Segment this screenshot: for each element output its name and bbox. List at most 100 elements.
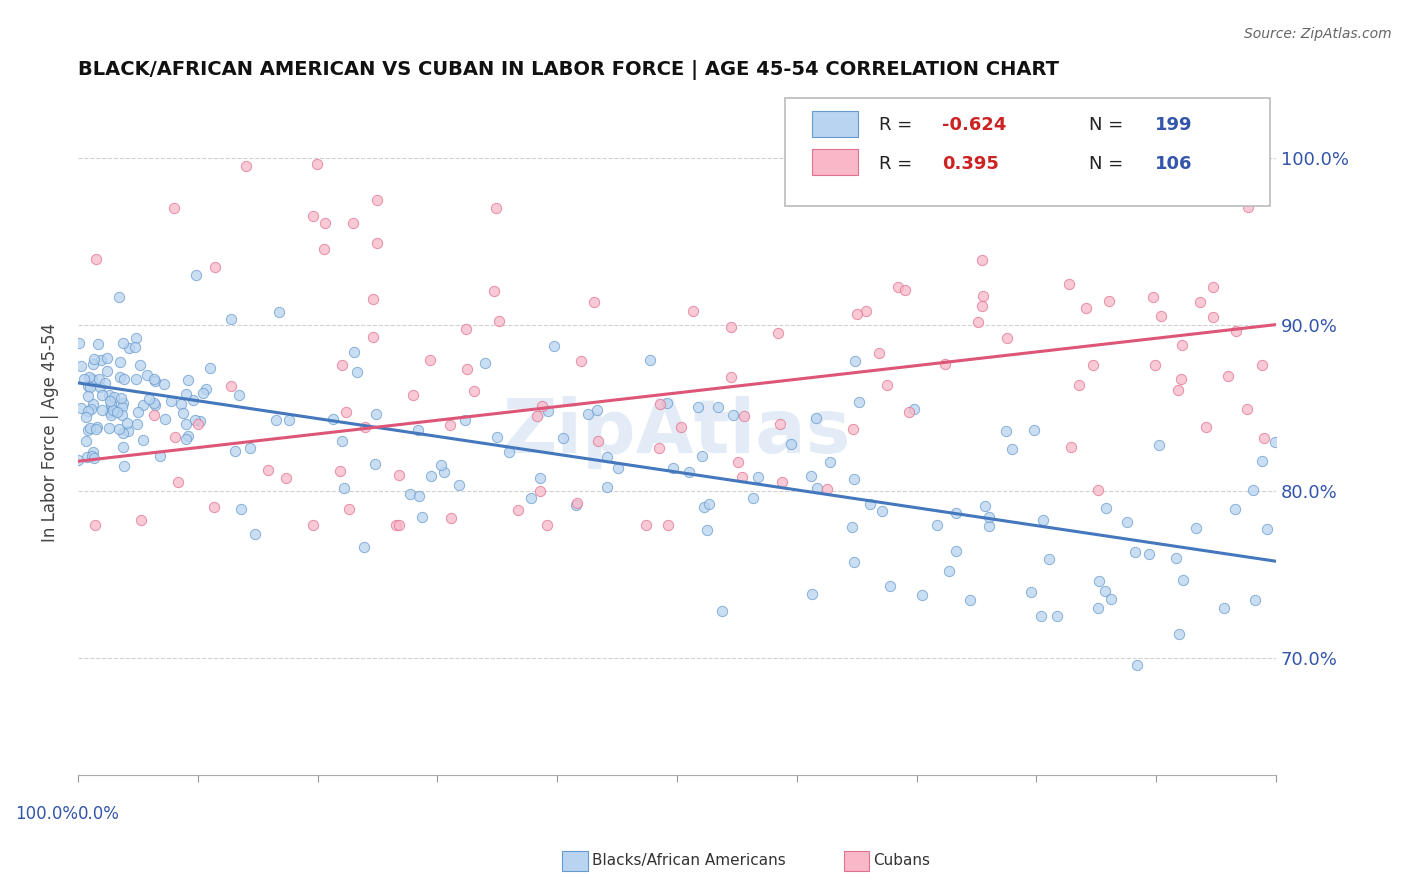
Point bbox=[75, 410, 97, 425]
Point bbox=[1201, 279, 1223, 293]
Point bbox=[697, 497, 720, 511]
Point bbox=[536, 517, 558, 532]
Point bbox=[449, 477, 471, 491]
Point bbox=[82, 445, 104, 459]
Point bbox=[945, 507, 967, 521]
Text: 106: 106 bbox=[1154, 154, 1192, 173]
Point bbox=[419, 469, 441, 483]
Point bbox=[69, 401, 91, 415]
Point bbox=[1125, 545, 1147, 559]
Point bbox=[1059, 440, 1081, 454]
Point bbox=[585, 402, 607, 417]
Point bbox=[1000, 442, 1022, 457]
Point bbox=[77, 404, 100, 418]
Point bbox=[257, 463, 280, 477]
Point bbox=[688, 401, 710, 415]
Point bbox=[159, 394, 181, 409]
Point bbox=[91, 403, 114, 417]
FancyBboxPatch shape bbox=[785, 98, 1270, 206]
Point bbox=[343, 345, 366, 359]
Point bbox=[526, 409, 548, 424]
Point bbox=[98, 393, 121, 408]
Point bbox=[1216, 369, 1239, 384]
Point bbox=[329, 464, 352, 478]
Point bbox=[815, 482, 838, 496]
Point bbox=[1195, 420, 1218, 434]
Point bbox=[529, 483, 551, 498]
Point bbox=[342, 216, 364, 230]
Point bbox=[973, 500, 995, 514]
Point bbox=[893, 283, 915, 297]
Point bbox=[132, 398, 155, 412]
Point bbox=[640, 352, 662, 367]
Point bbox=[110, 370, 132, 384]
Point bbox=[312, 242, 335, 256]
Point bbox=[100, 397, 122, 411]
Text: N =: N = bbox=[1090, 117, 1129, 135]
Point bbox=[322, 411, 344, 425]
Point bbox=[1250, 454, 1272, 468]
Point bbox=[111, 400, 134, 414]
Point bbox=[720, 370, 742, 384]
Point bbox=[1237, 200, 1260, 214]
Point bbox=[181, 392, 204, 407]
Text: 0.395: 0.395 bbox=[942, 154, 998, 173]
Point bbox=[408, 489, 430, 503]
Point bbox=[143, 374, 166, 388]
Point bbox=[384, 517, 406, 532]
Point bbox=[366, 193, 388, 207]
Point bbox=[1022, 423, 1045, 437]
Point bbox=[84, 252, 107, 266]
Point bbox=[770, 475, 793, 489]
Point bbox=[91, 388, 114, 402]
Point bbox=[163, 201, 186, 215]
Point bbox=[132, 433, 155, 447]
Point bbox=[73, 372, 96, 386]
Point bbox=[669, 420, 692, 434]
Point bbox=[411, 510, 433, 524]
Point bbox=[204, 260, 226, 274]
Point bbox=[569, 354, 592, 368]
Point bbox=[174, 432, 197, 446]
Point bbox=[1225, 324, 1247, 338]
Point bbox=[186, 268, 208, 282]
Point bbox=[1188, 295, 1211, 310]
Point bbox=[911, 588, 934, 602]
Text: 199: 199 bbox=[1154, 117, 1192, 135]
Point bbox=[266, 413, 288, 427]
Point bbox=[388, 468, 411, 483]
Point bbox=[76, 379, 98, 393]
Point bbox=[105, 405, 128, 419]
Point bbox=[1244, 592, 1267, 607]
Point bbox=[170, 396, 193, 410]
Point bbox=[86, 336, 108, 351]
Point bbox=[335, 405, 357, 419]
Point bbox=[127, 404, 149, 418]
Point bbox=[89, 372, 111, 386]
Point bbox=[727, 455, 749, 469]
Point bbox=[498, 445, 520, 459]
Point bbox=[806, 481, 828, 495]
Point bbox=[363, 458, 385, 472]
Point bbox=[972, 289, 994, 303]
Point bbox=[711, 604, 734, 618]
Point bbox=[844, 472, 866, 486]
Point bbox=[100, 405, 122, 419]
Point bbox=[1099, 592, 1122, 607]
Point bbox=[187, 417, 209, 431]
Point bbox=[129, 513, 152, 527]
Point bbox=[84, 517, 107, 532]
Point bbox=[887, 280, 910, 294]
Point bbox=[588, 434, 610, 448]
Point bbox=[112, 426, 135, 441]
Point bbox=[229, 501, 252, 516]
Point bbox=[430, 458, 453, 473]
Point bbox=[1171, 338, 1194, 352]
Point bbox=[662, 460, 685, 475]
Point bbox=[143, 408, 166, 422]
Point bbox=[690, 450, 713, 464]
Point bbox=[100, 408, 122, 422]
Point bbox=[1240, 134, 1263, 148]
Point bbox=[1223, 501, 1246, 516]
Point bbox=[153, 376, 176, 391]
